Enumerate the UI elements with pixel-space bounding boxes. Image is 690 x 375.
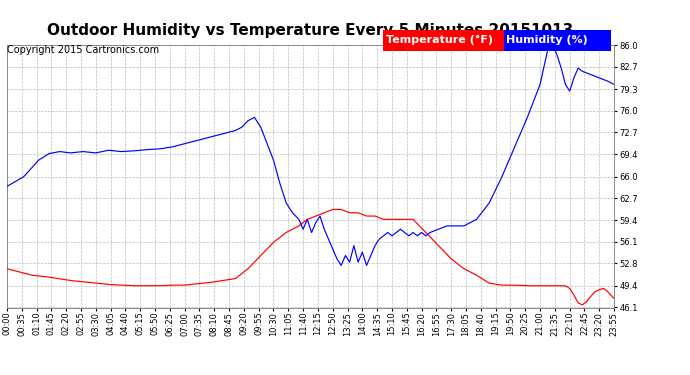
Text: Copyright 2015 Cartronics.com: Copyright 2015 Cartronics.com	[7, 45, 159, 55]
Text: Temperature (°F): Temperature (°F)	[386, 35, 493, 45]
Text: Outdoor Humidity vs Temperature Every 5 Minutes 20151013: Outdoor Humidity vs Temperature Every 5 …	[48, 22, 573, 38]
Text: Humidity (%): Humidity (%)	[506, 35, 587, 45]
